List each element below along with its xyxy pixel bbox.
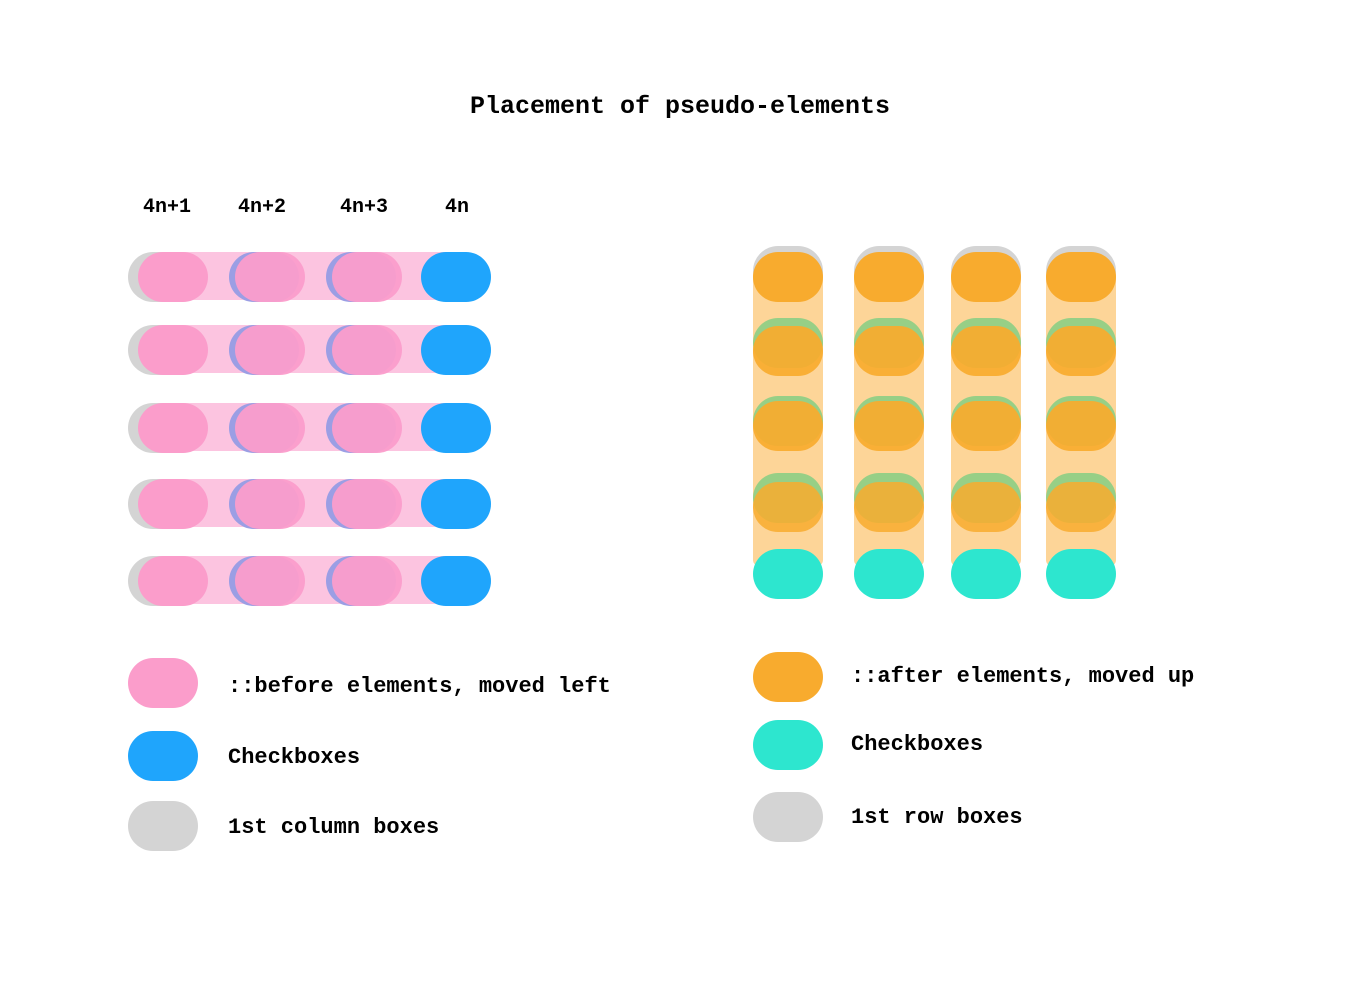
legend-label-first-row: 1st row boxes [851, 805, 1023, 830]
after-element [753, 326, 823, 376]
after-element [951, 252, 1021, 302]
checkbox [421, 403, 491, 453]
before-element [138, 403, 208, 453]
after-element [753, 401, 823, 451]
legend-label-after: ::after elements, moved up [851, 664, 1195, 689]
legend-swatch-after [753, 652, 823, 702]
checkbox [421, 479, 491, 529]
checkbox [421, 252, 491, 302]
diagram-title: Placement of pseudo-elements [469, 92, 891, 121]
column-label-4: 4n [444, 196, 469, 219]
before-element [138, 479, 208, 529]
after-element [753, 252, 823, 302]
legend-label-checkbox-right: Checkboxes [851, 732, 984, 757]
legend-label-first-column: 1st column boxes [228, 815, 440, 840]
after-element [854, 252, 924, 302]
after-element [854, 482, 924, 532]
before-element [138, 252, 208, 302]
before-element [332, 325, 402, 375]
column-label-1: 4n+1 [142, 196, 191, 219]
after-element [854, 401, 924, 451]
checkbox [753, 549, 823, 599]
column-label-3: 4n+3 [339, 196, 388, 219]
before-element [332, 252, 402, 302]
before-element [235, 252, 305, 302]
after-element [854, 326, 924, 376]
checkbox [421, 556, 491, 606]
after-element [951, 401, 1021, 451]
after-element [1046, 401, 1116, 451]
checkbox [1046, 549, 1116, 599]
legend-label-before: ::before elements, moved left [228, 674, 611, 699]
checkbox [854, 549, 924, 599]
legend-label-checkbox-left: Checkboxes [228, 745, 361, 770]
before-element [235, 403, 305, 453]
before-element [235, 479, 305, 529]
column-label-2: 4n+2 [237, 196, 286, 219]
after-element [1046, 326, 1116, 376]
before-element [235, 325, 305, 375]
legend-swatch-first-column [128, 801, 198, 851]
legend-swatch-checkbox-left [128, 731, 198, 781]
after-element [1046, 482, 1116, 532]
before-element [332, 403, 402, 453]
after-element [753, 482, 823, 532]
legend-swatch-before [128, 658, 198, 708]
before-element [235, 556, 305, 606]
before-element [138, 556, 208, 606]
checkbox [951, 549, 1021, 599]
legend-swatch-checkbox-right [753, 720, 823, 770]
after-element [951, 482, 1021, 532]
legend-swatch-first-row [753, 792, 823, 842]
after-element [1046, 252, 1116, 302]
checkbox [421, 325, 491, 375]
before-element [332, 479, 402, 529]
before-element [138, 325, 208, 375]
after-element [951, 326, 1021, 376]
before-element [332, 556, 402, 606]
